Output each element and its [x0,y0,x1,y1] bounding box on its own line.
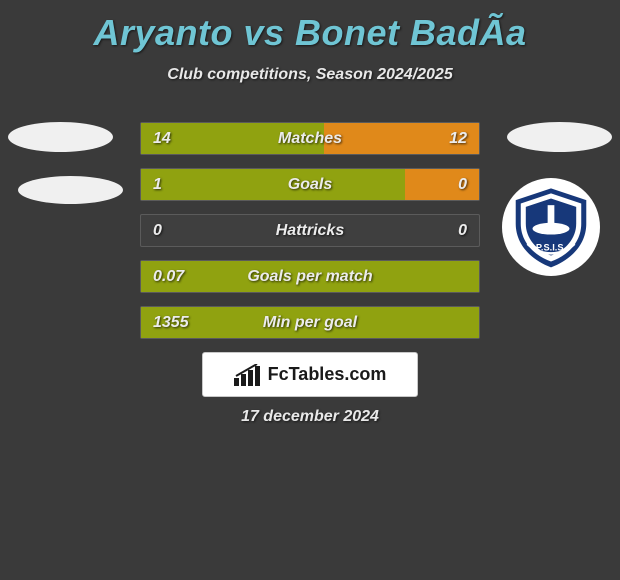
chart-icon [234,364,262,386]
club-logo-right: P.S.I.S. [502,178,600,276]
bar-fill-left [141,261,479,292]
bar-fill-right [405,169,479,200]
stat-left-value: 0 [153,215,162,246]
stat-row: 0 0Hattricks [140,214,480,247]
stat-row: 10Goals [140,168,480,201]
player-left-club-avatar [18,176,123,204]
stat-right-value: 0 [458,215,467,246]
player-right-avatar [507,122,612,152]
player-left-avatar [8,122,113,152]
bar-fill-right [324,123,479,154]
stat-row: 1355Min per goal [140,306,480,339]
footer-brand: FcTables.com [202,352,418,397]
page-title: Aryanto vs Bonet BadÃ­a [0,0,620,54]
stat-label: Hattricks [141,215,479,246]
club-logo-text: P.S.I.S. [536,243,566,253]
bar-fill-left [141,307,479,338]
stat-bars: 1412Matches 10Goals 0 0Hattricks 0.07Goals p… [140,122,480,352]
bar-fill-left [141,169,405,200]
bar-fill-left [141,123,324,154]
psis-logo-icon: P.S.I.S. [509,185,593,269]
stat-row: 1412Matches [140,122,480,155]
stat-row: 0.07Goals per match [140,260,480,293]
page-subtitle: Club competitions, Season 2024/2025 [0,66,620,84]
footer-date: 17 december 2024 [0,408,620,426]
footer-brand-text: FcTables.com [268,364,387,385]
